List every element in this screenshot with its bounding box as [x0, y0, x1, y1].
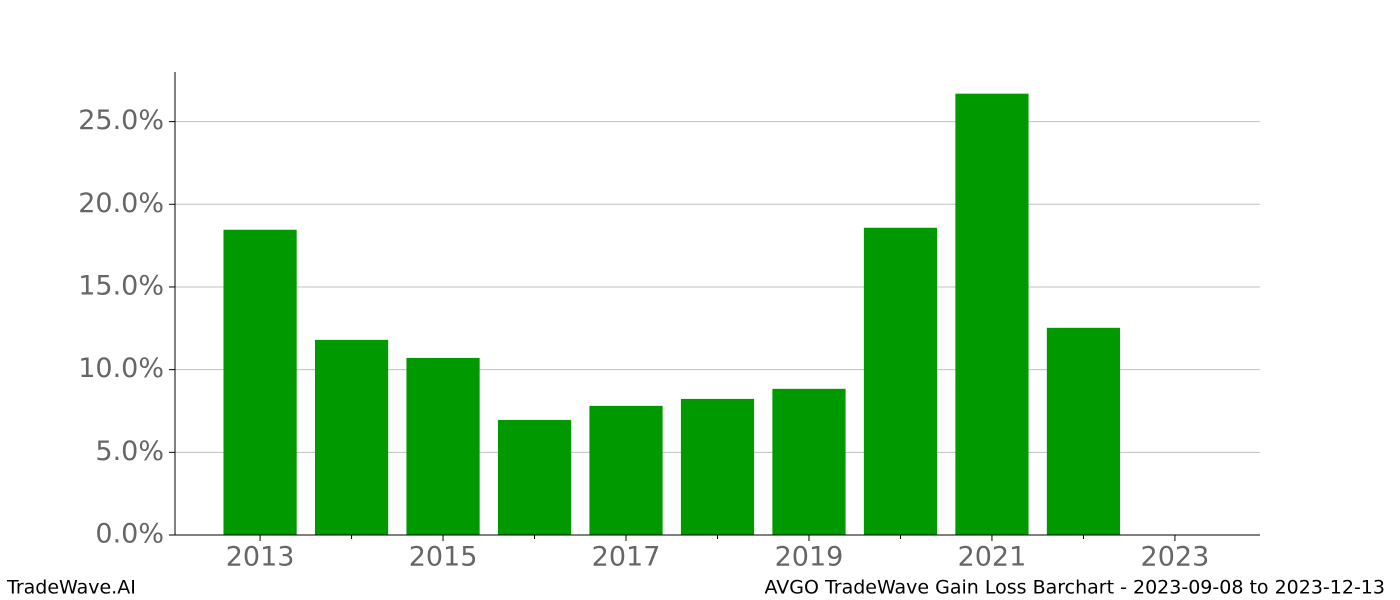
x-tick-label: 2021 [958, 542, 1027, 573]
y-tick-label: 5.0% [95, 436, 164, 467]
x-tick-label: 2013 [226, 542, 295, 573]
watermark: TradeWave.AI [6, 577, 136, 599]
y-tick-label: 20.0% [78, 188, 164, 219]
x-tick-label: 2017 [592, 542, 661, 573]
bar [406, 357, 480, 535]
bar [863, 227, 938, 536]
x-tick-label: 2015 [409, 542, 478, 573]
bar [497, 419, 572, 535]
bar [955, 93, 1029, 535]
bar [314, 339, 389, 535]
y-tick-label: 15.0% [78, 270, 164, 301]
x-tick-label: 2023 [1141, 542, 1210, 573]
bar [772, 388, 846, 535]
y-tick-label: 10.0% [78, 353, 164, 384]
chart-title: AVGO TradeWave Gain Loss Barchart - 2023… [764, 577, 1385, 599]
bar [680, 398, 755, 535]
bar [223, 229, 297, 535]
y-tick-label: 0.0% [95, 519, 164, 550]
y-tick-label: 25.0% [78, 105, 164, 136]
x-tick-label: 2019 [775, 542, 844, 573]
bar [1046, 327, 1121, 535]
bar [589, 405, 663, 535]
